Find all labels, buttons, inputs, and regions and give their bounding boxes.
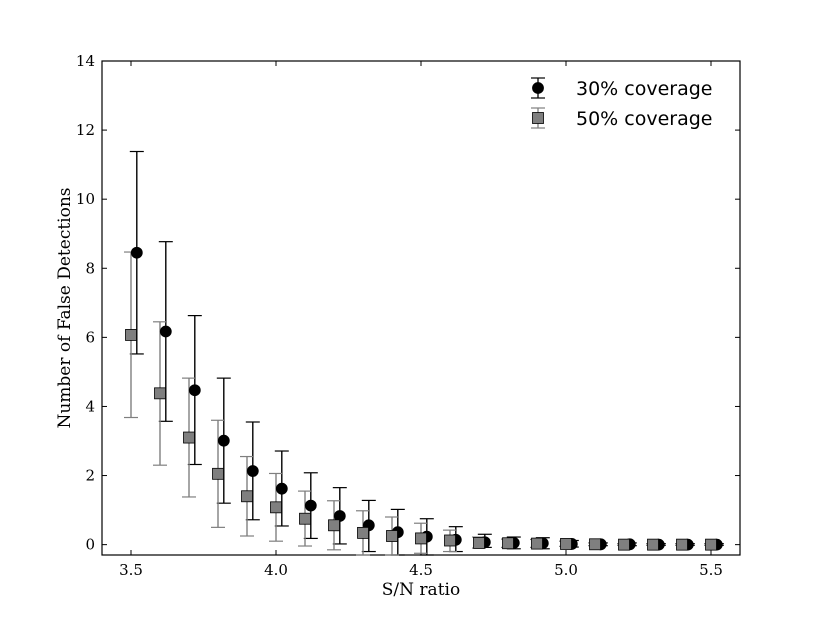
y-tick-label: 6 bbox=[85, 328, 95, 346]
series-50-point bbox=[154, 387, 166, 400]
y-tick-label: 8 bbox=[85, 259, 95, 277]
series-50-point bbox=[676, 538, 688, 551]
y-tick-label: 10 bbox=[76, 190, 95, 208]
series-50-point bbox=[705, 538, 717, 551]
series-50-point bbox=[328, 519, 340, 532]
data-markers bbox=[125, 246, 723, 551]
series-50-point bbox=[473, 537, 485, 549]
series-50-point bbox=[444, 534, 456, 547]
legend: 30% coverage 50% coverage bbox=[531, 77, 712, 130]
x-tick-label: 4.0 bbox=[264, 561, 288, 579]
series-50-point bbox=[183, 431, 195, 444]
x-tick-label: 3.5 bbox=[119, 561, 143, 579]
x-tick-label: 5.5 bbox=[699, 561, 723, 579]
series-50-point bbox=[502, 537, 514, 550]
y-tick-label: 2 bbox=[85, 467, 95, 485]
plot-area bbox=[101, 60, 741, 556]
series-30-point bbox=[159, 325, 172, 338]
legend-label: 30% coverage bbox=[576, 78, 712, 100]
x-axis: 3.5 4.0 4.5 5.0 5.5 bbox=[119, 61, 723, 579]
y-tick-label: 4 bbox=[85, 397, 95, 415]
x-tick-label: 5.0 bbox=[554, 561, 578, 579]
errorbars bbox=[124, 150, 724, 556]
series-50-point bbox=[618, 538, 630, 551]
series-50-point bbox=[241, 490, 253, 503]
series-30-point bbox=[246, 465, 259, 477]
legend-label: 50% coverage bbox=[576, 108, 712, 130]
series-50-point bbox=[647, 538, 659, 551]
series-30-point bbox=[275, 482, 288, 495]
series-30-point bbox=[217, 434, 230, 447]
series-50-point bbox=[212, 467, 224, 480]
x-tick-label: 4.5 bbox=[409, 561, 433, 579]
series-50-point bbox=[560, 538, 572, 550]
series-50-point bbox=[299, 512, 311, 525]
series-50-point bbox=[125, 329, 137, 341]
y-axis: 0 2 4 6 8 10 12 14 bbox=[76, 52, 740, 554]
series-30-point bbox=[304, 499, 317, 512]
series-50-point bbox=[589, 538, 601, 551]
y-tick-label: 0 bbox=[85, 536, 95, 554]
legend-marker bbox=[532, 112, 544, 124]
series-30-point bbox=[188, 384, 201, 397]
series-50-point bbox=[531, 537, 543, 550]
y-tick-label: 14 bbox=[76, 52, 95, 70]
series-30-point bbox=[130, 246, 143, 259]
y-axis-title: Number of False Detections bbox=[55, 187, 75, 428]
legend-item-30: 30% coverage bbox=[531, 77, 712, 100]
series-50-point bbox=[357, 526, 369, 539]
series-50-point bbox=[270, 501, 282, 514]
x-axis-title: S/N ratio bbox=[382, 580, 460, 600]
series-50-point bbox=[415, 532, 427, 545]
legend-marker bbox=[532, 82, 544, 94]
y-tick-label: 12 bbox=[76, 121, 95, 139]
series-50-point bbox=[386, 530, 398, 542]
legend-item-50: 50% coverage bbox=[531, 107, 712, 130]
